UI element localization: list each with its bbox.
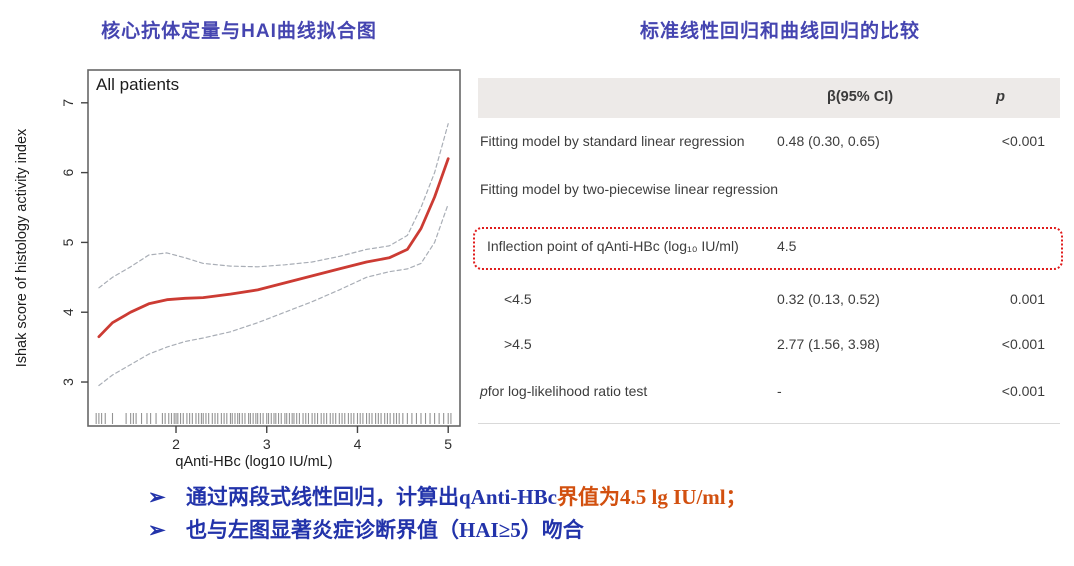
row-label: pfor log-likelihood ratio test bbox=[480, 383, 648, 399]
row-label: Fitting model by two-piecewise linear re… bbox=[480, 181, 779, 197]
table-row: >4.5 2.77 (1.56, 3.98) <0.001 bbox=[478, 336, 1060, 356]
y-tick-label: 7 bbox=[60, 99, 76, 107]
row-label: <4.5 bbox=[504, 291, 532, 307]
bullet-text: 通过两段式线性回归，计算出qAnti-HBc界值为4.5 lg IU/ml； bbox=[186, 481, 747, 514]
bullet-item: ➢ 通过两段式线性回归，计算出qAnti-HBc界值为4.5 lg IU/ml； bbox=[148, 481, 747, 514]
row-p-value: <0.001 bbox=[1001, 336, 1045, 352]
table-row: <4.5 0.32 (0.13, 0.52) 0.001 bbox=[478, 291, 1060, 311]
plot-border bbox=[87, 69, 461, 427]
fitted-curve-chart: 2 3 4 5 3 4 5 6 7 All patients qAnti-HBc (log10 IU… bbox=[14, 69, 461, 470]
y-tick-label: 3 bbox=[60, 378, 76, 386]
arrow-bullet-icon: ➢ bbox=[148, 518, 166, 542]
table-bottom-border bbox=[478, 423, 1060, 424]
inflection-highlight-box bbox=[473, 227, 1063, 270]
results-table: β(95% CI) p Fitting model by standard li… bbox=[473, 75, 1063, 425]
x-tick-label: 4 bbox=[354, 436, 362, 452]
bullet-text-part: 界值为4.5 lg IU/ml； bbox=[557, 485, 747, 509]
arrow-bullet-icon: ➢ bbox=[148, 485, 166, 509]
y-tick-label: 6 bbox=[60, 169, 76, 177]
table-row: pfor log-likelihood ratio test - <0.001 bbox=[478, 383, 1060, 403]
bullet-text: 也与左图显著炎症诊断界值（HAI≥5）吻合 bbox=[186, 514, 584, 547]
bullet-item: ➢ 也与左图显著炎症诊断界值（HAI≥5）吻合 bbox=[148, 514, 747, 547]
row-p-value: 0.001 bbox=[1009, 291, 1045, 307]
bullet-text-part: 通过两段式线性回归，计算出qAnti-HBc bbox=[186, 485, 558, 509]
x-tick-label: 3 bbox=[263, 436, 271, 452]
left-panel-title: 核心抗体定量与HAI曲线拟合图 bbox=[101, 21, 377, 42]
beta-column-header: β(95% CI) bbox=[827, 89, 894, 105]
row-beta-value: 0.48 (0.30, 0.65) bbox=[777, 133, 880, 149]
fitted-curve-line bbox=[97, 157, 450, 339]
row-label: Fitting model by standard linear regress… bbox=[480, 133, 745, 149]
conclusion-bullets: ➢ 通过两段式线性回归，计算出qAnti-HBc界值为4.5 lg IU/ml； ➢… bbox=[148, 481, 747, 547]
row-p-value: <0.001 bbox=[1001, 133, 1045, 149]
table-header-row: β(95% CI) p bbox=[478, 78, 1060, 118]
table-row: Fitting model by standard linear regress… bbox=[478, 133, 1060, 153]
row-beta-value: 0.32 (0.13, 0.52) bbox=[777, 291, 880, 307]
right-panel-title: 标准线性回归和曲线回归的比较 bbox=[639, 21, 920, 42]
row-beta-value: - bbox=[777, 383, 782, 399]
bullet-text-part: 也与左图显著炎症诊断界值（HAI≥5）吻合 bbox=[186, 518, 584, 542]
row-beta-value: 2.77 (1.56, 3.98) bbox=[777, 336, 880, 352]
y-tick-label: 4 bbox=[60, 308, 76, 316]
upper-95ci-line bbox=[98, 123, 449, 289]
y-tick-label: 5 bbox=[60, 238, 76, 246]
y-axis-title: Ishak score of histology activity index bbox=[14, 128, 30, 367]
table-row: Fitting model by two-piecewise linear re… bbox=[478, 181, 1060, 201]
chart-inner-title: All patients bbox=[96, 75, 179, 94]
x-tick-label: 2 bbox=[172, 436, 180, 452]
row-p-value: <0.001 bbox=[1001, 383, 1045, 399]
lower-95ci-line bbox=[98, 203, 449, 387]
row-beta-value: 4.5 bbox=[777, 238, 797, 254]
table-row: Inflection point of qAnti-HBc (log₁₀ IU/… bbox=[478, 238, 1060, 258]
row-label: Inflection point of qAnti-HBc (log₁₀ IU/… bbox=[487, 238, 739, 254]
x-axis-title: qAnti-HBc (log10 IU/mL) bbox=[175, 454, 332, 470]
row-label: >4.5 bbox=[504, 336, 532, 352]
p-column-header: p bbox=[996, 89, 1005, 105]
x-tick-label: 5 bbox=[444, 436, 452, 452]
